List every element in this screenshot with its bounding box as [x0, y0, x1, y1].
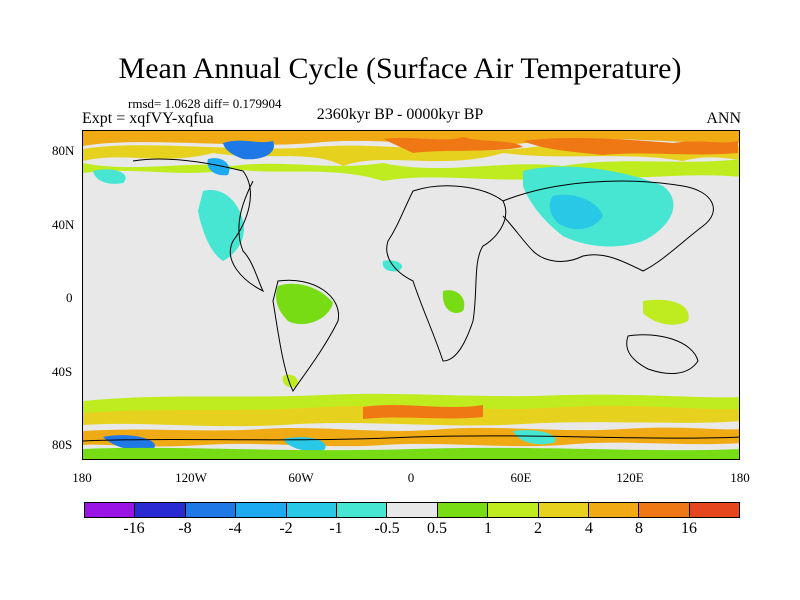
colorbar-label: 1 — [484, 520, 492, 537]
colorbar-segment — [335, 502, 388, 518]
colorbar-label: -0.5 — [374, 520, 400, 537]
lon-label-60w: 60W — [288, 470, 314, 485]
colorbar-segment — [134, 502, 186, 518]
colorbar-label: 16 — [681, 520, 697, 537]
canada-cold-patch — [207, 158, 230, 176]
colorbar-label: 2 — [534, 520, 542, 537]
africa-green — [442, 290, 465, 313]
indonesia-green — [643, 299, 689, 325]
arctic-cold-patch — [223, 140, 274, 160]
colorbar-segment — [84, 502, 136, 518]
lat-label-40s: 40S — [52, 364, 73, 379]
colorbar-segment — [184, 502, 237, 518]
anomaly-map — [83, 131, 739, 459]
colorbar-label: -1 — [329, 520, 343, 537]
pacific-cool-patch — [93, 169, 126, 184]
colorbar-label: -16 — [123, 520, 145, 537]
east-siberia-warm-patch — [523, 137, 738, 155]
colorbar-segment — [386, 502, 438, 518]
lon-label-0: 0 — [407, 470, 415, 485]
colorbar-label: -8 — [178, 520, 192, 537]
lon-label-180e: 180 — [730, 470, 750, 485]
antarctic-cold-patch-2 — [283, 437, 326, 452]
colorbar-segment — [487, 502, 539, 518]
colorbar-segment — [587, 502, 640, 518]
antarctic-cold-patch — [103, 435, 155, 451]
period-label: 2360kyr BP - 0000kyr BP — [316, 106, 484, 123]
chart-title: Mean Annual Cycle (Surface Air Temperatu… — [118, 52, 682, 85]
colorbar-segment — [688, 502, 741, 518]
colorbar-label: -2 — [279, 520, 293, 537]
colorbar-label: 0.5 — [427, 520, 447, 537]
colorbar-segment — [537, 502, 589, 518]
antarctic-green-edge — [83, 447, 739, 459]
colorbar-segment — [436, 502, 489, 518]
stats-text: rmsd= 1.0628 diff= 0.179904 — [128, 96, 282, 111]
patagonia-green — [282, 374, 298, 388]
lon-label-120e: 120E — [616, 470, 644, 485]
lon-label-60e: 60E — [510, 470, 532, 485]
map-plot-area — [82, 130, 740, 460]
lat-label-80n: 80N — [52, 143, 75, 158]
colorbar-label: 4 — [585, 520, 593, 537]
asia-cool-region — [523, 166, 674, 247]
antarctic-cold-patch-3 — [513, 430, 556, 445]
colorbar-segment — [638, 502, 690, 518]
lat-label-80s: 80S — [52, 437, 73, 452]
colorbar-segment — [235, 502, 287, 518]
lon-label-180w: 180 — [72, 470, 92, 485]
sahara-cool-patch — [382, 260, 403, 272]
colorbar-segment — [285, 502, 337, 518]
asia-cool-core — [549, 194, 603, 230]
lon-label-120w: 120W — [175, 470, 207, 485]
experiment-label: Expt = xqfVY-xqfua — [82, 110, 214, 127]
weddell-warm-patch — [363, 405, 483, 419]
colorbar-label: -4 — [228, 520, 242, 537]
siberia-warm-patch — [383, 137, 523, 153]
lat-label-40n: 40N — [52, 217, 75, 232]
colorbar-label: 8 — [635, 520, 643, 537]
colorbar — [84, 502, 741, 518]
season-label: ANN — [706, 110, 741, 127]
coastlines — [83, 158, 739, 442]
lat-label-0: 0 — [66, 290, 73, 305]
amazon-green — [276, 283, 333, 325]
